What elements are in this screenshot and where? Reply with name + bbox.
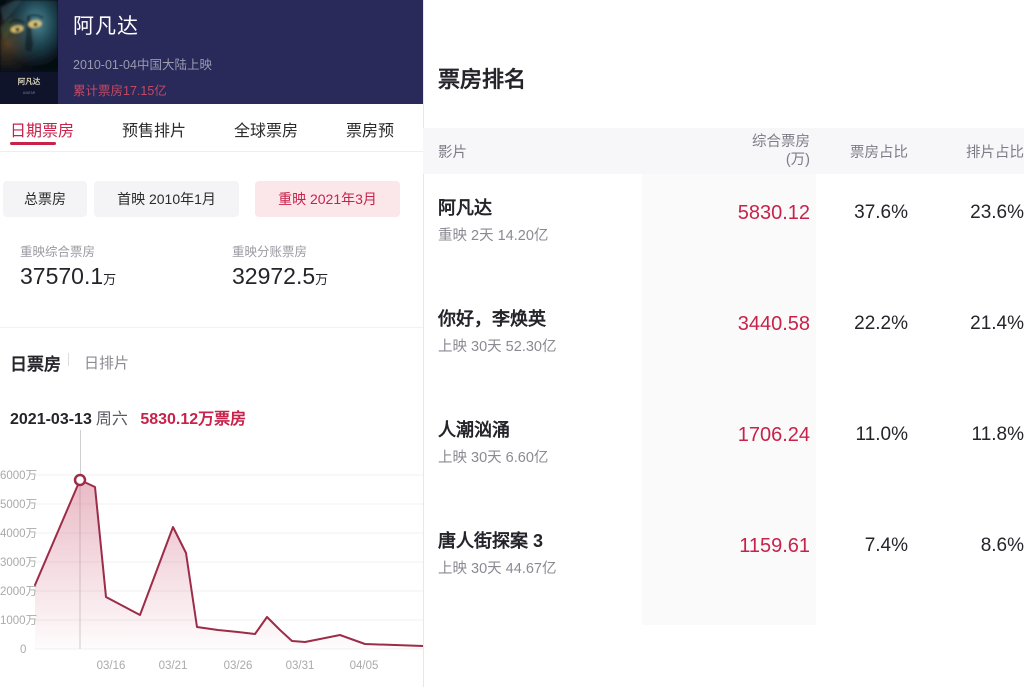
svg-text:1000万: 1000万 (0, 615, 37, 627)
svg-text:3000万: 3000万 (0, 557, 37, 569)
svg-text:AVATAR: AVATAR (23, 91, 36, 95)
svg-text:03/26: 03/26 (224, 660, 253, 669)
svg-text:03/31: 03/31 (286, 660, 315, 669)
svg-text:03/16: 03/16 (97, 660, 126, 669)
svg-text:阿凡达: 阿凡达 (18, 76, 41, 86)
svg-text:03/21: 03/21 (159, 660, 188, 669)
svg-text:6000万: 6000万 (0, 470, 37, 482)
svg-text:4000万: 4000万 (0, 528, 37, 540)
svg-text:04/05: 04/05 (350, 660, 379, 669)
svg-text:0: 0 (20, 644, 26, 656)
svg-text:5000万: 5000万 (0, 499, 37, 511)
svg-text:2000万: 2000万 (0, 586, 37, 598)
